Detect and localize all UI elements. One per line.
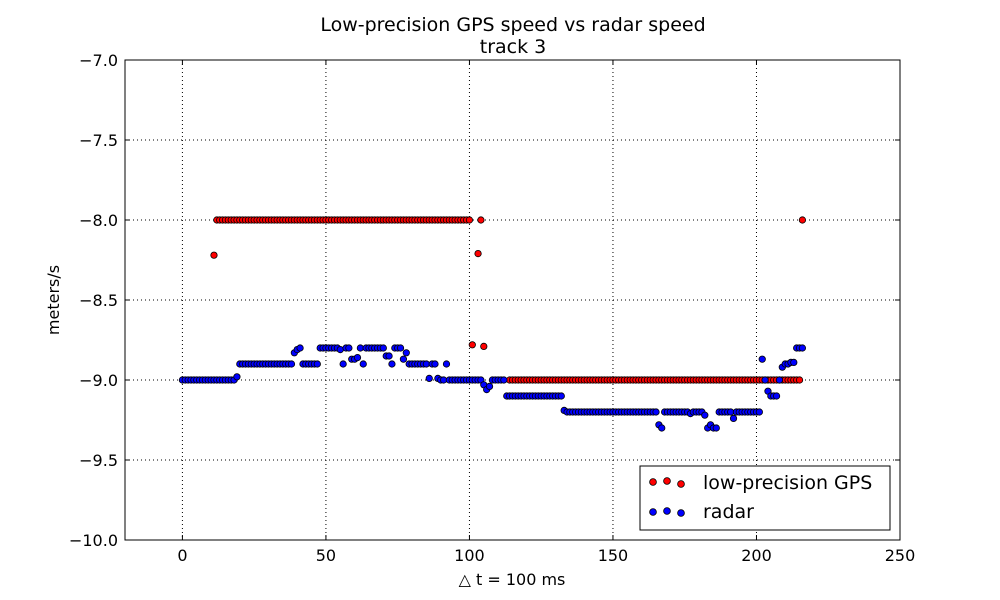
x-axis-label: △ t = 100 ms xyxy=(459,570,566,589)
data-points xyxy=(178,216,807,432)
data-point xyxy=(359,360,367,368)
legend-marker-dot xyxy=(649,478,657,486)
y-tick-label: −7.0 xyxy=(79,51,118,70)
axis-ticks: 0 50 100 150 200 250 −7.0 −7.5 −8.0 −8.5 −9.0 −9.5 −… xyxy=(69,51,915,565)
x-tick-label: 100 xyxy=(454,546,485,565)
y-tick-label: −8.0 xyxy=(79,211,118,230)
legend: low-precision GPS radar xyxy=(639,465,891,531)
grid xyxy=(125,60,900,540)
data-point xyxy=(388,360,396,368)
legend-label-radar: radar xyxy=(703,501,754,523)
data-point xyxy=(474,250,482,258)
x-tick-label: 50 xyxy=(316,546,336,565)
y-tick-label: −9.5 xyxy=(79,451,118,470)
legend-label-gps: low-precision GPS xyxy=(703,472,872,494)
data-point xyxy=(798,344,807,352)
data-point xyxy=(557,392,565,400)
legend-marker-dot xyxy=(677,509,685,517)
data-point xyxy=(798,216,807,224)
y-tick-label: −7.5 xyxy=(79,131,118,150)
legend-frame xyxy=(639,465,891,531)
legend-marker-dot xyxy=(663,477,671,485)
data-point xyxy=(353,353,362,362)
data-point xyxy=(761,376,769,384)
data-point xyxy=(658,424,666,432)
y-tick-label: −8.5 xyxy=(79,291,118,310)
data-point xyxy=(431,360,439,368)
series-gps xyxy=(210,216,807,384)
data-point xyxy=(345,344,353,352)
data-point xyxy=(652,408,660,416)
data-point xyxy=(755,408,763,416)
data-point xyxy=(701,411,709,419)
series-radar xyxy=(178,344,807,432)
x-tick-label: 250 xyxy=(885,546,916,565)
legend-marker-dot xyxy=(649,508,657,516)
data-point xyxy=(313,360,321,368)
data-point xyxy=(402,349,410,357)
data-point xyxy=(790,358,798,366)
data-point xyxy=(795,376,804,384)
data-point xyxy=(425,374,433,382)
data-point xyxy=(500,376,508,384)
x-tick-label: 150 xyxy=(598,546,629,565)
legend-marker-dot xyxy=(663,507,671,515)
data-point xyxy=(758,355,766,363)
data-point xyxy=(485,382,494,390)
chart-subtitle: track 3 xyxy=(480,36,546,58)
chart-title: Low-precision GPS speed vs radar speed xyxy=(320,14,705,36)
data-point xyxy=(775,376,784,384)
data-point xyxy=(385,352,393,360)
data-point xyxy=(233,373,241,381)
data-point xyxy=(396,344,405,352)
data-point xyxy=(465,216,474,224)
y-axis-label: meters/s xyxy=(44,265,63,335)
x-tick-label: 0 xyxy=(177,546,187,565)
data-point xyxy=(379,344,387,352)
x-tick-label: 200 xyxy=(741,546,772,565)
data-point xyxy=(712,424,720,432)
y-tick-label: −9.0 xyxy=(79,371,118,390)
data-point xyxy=(468,341,476,349)
data-point xyxy=(287,360,296,368)
legend-marker-radar xyxy=(649,507,685,517)
data-point xyxy=(399,355,408,363)
data-point xyxy=(442,360,451,368)
data-point xyxy=(480,342,488,350)
data-point xyxy=(296,344,304,352)
data-point xyxy=(729,414,738,422)
legend-marker-dot xyxy=(677,480,685,488)
data-point xyxy=(210,251,218,259)
legend-marker-gps xyxy=(649,477,685,488)
data-point xyxy=(339,360,347,368)
data-point xyxy=(772,392,781,400)
data-point xyxy=(477,216,485,224)
y-tick-label: −10.0 xyxy=(69,531,118,550)
